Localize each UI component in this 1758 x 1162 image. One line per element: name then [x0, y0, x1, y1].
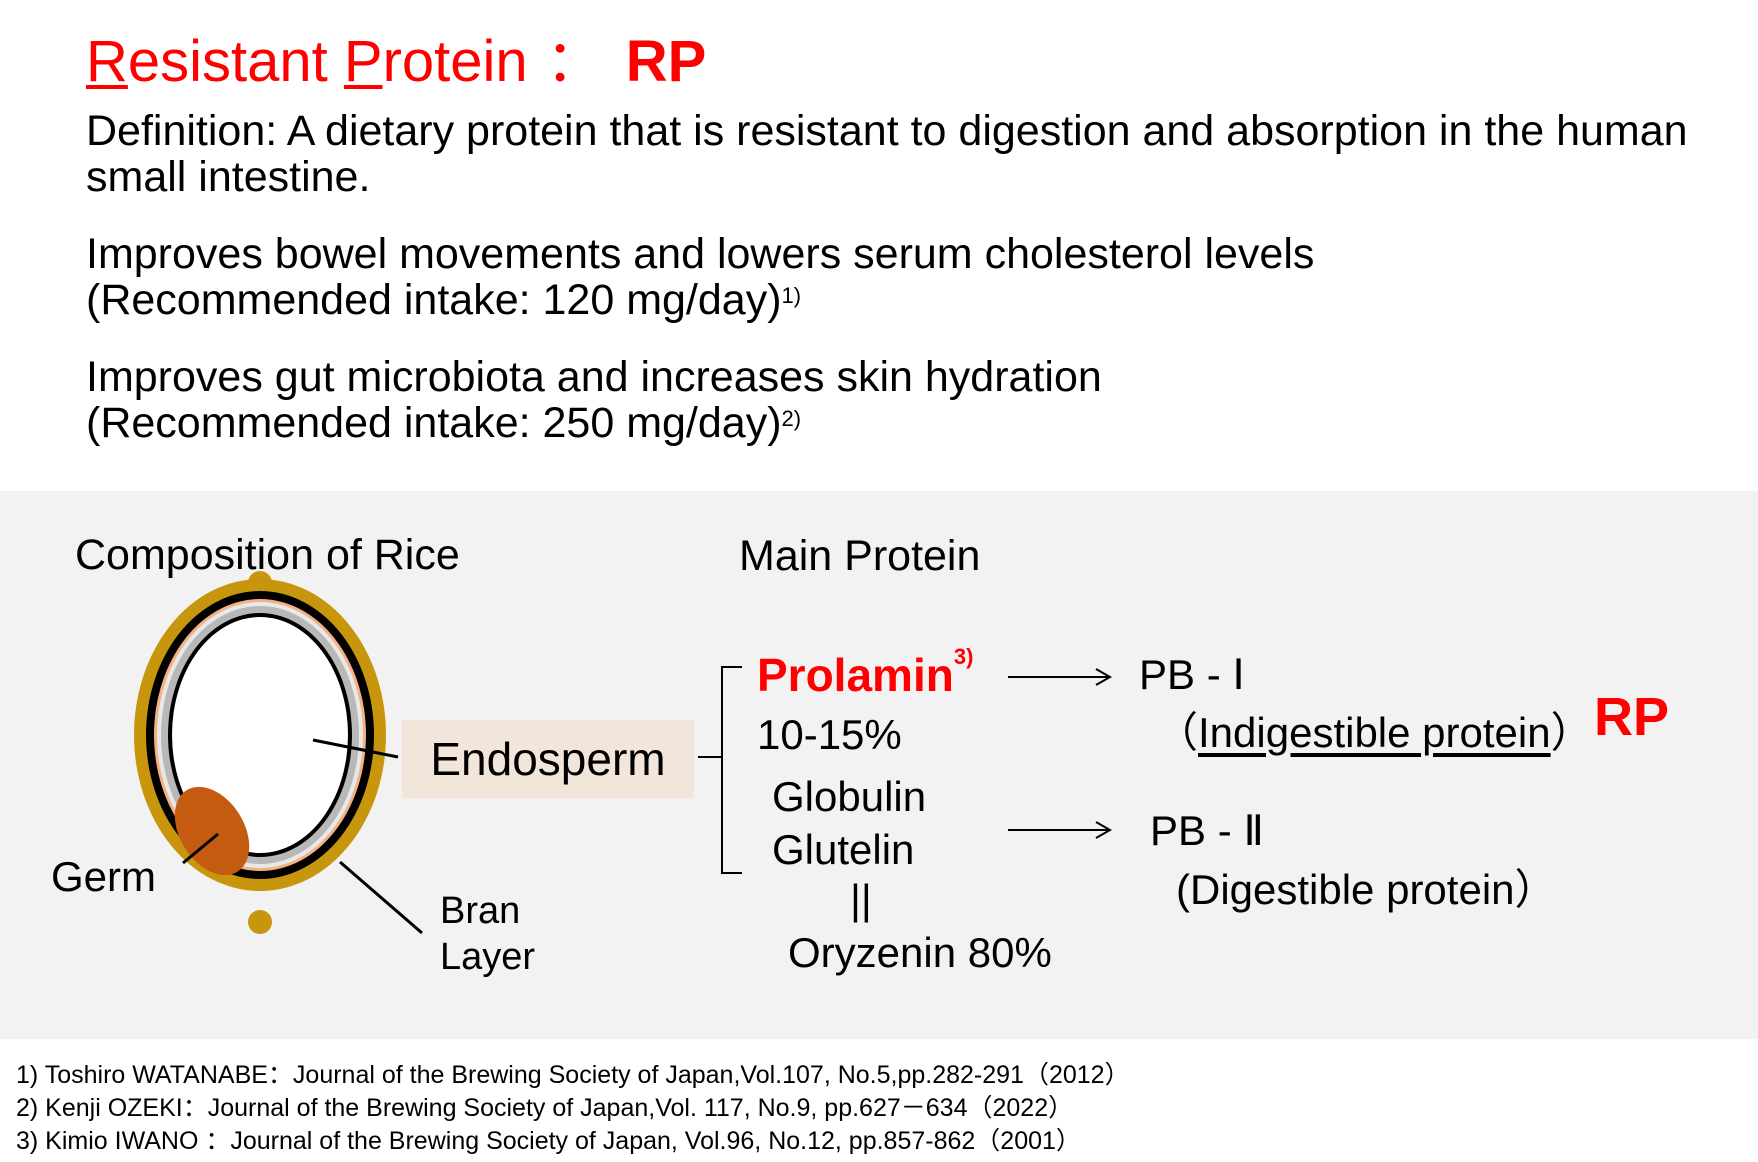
pb1-paren-open: （: [1156, 709, 1199, 756]
definition-line2: small intestine.: [86, 153, 371, 201]
title-abbr: RP: [625, 29, 707, 94]
prolamin-ref: 3): [953, 644, 974, 669]
bran-pointer-line: [339, 860, 423, 935]
husk-tip-bottom: [248, 910, 272, 934]
rice-grain-icon: [134, 571, 386, 934]
effect1-line1: Improves bowel movements and lowers seru…: [86, 230, 1315, 278]
arrow-to-pb1: [1008, 668, 1113, 686]
bran-label-line2: Layer: [440, 936, 536, 978]
title-initial-p: P: [343, 29, 383, 94]
composition-heading: Composition of Rice: [75, 531, 460, 579]
endosperm-pointer-line: [312, 738, 399, 759]
effect2-intake: (Recommended intake: 250 mg/day): [86, 399, 782, 447]
pb1-label: PB - Ⅰ: [1139, 651, 1245, 698]
protein-bracket: [721, 666, 742, 874]
rp-marker: RP: [1594, 687, 1670, 747]
reference-2: 2) Kenji OZEKI：Journal of the Brewing So…: [16, 1094, 1074, 1122]
pb1-desc-text: Indigestible protein: [1198, 709, 1551, 756]
effect2-ref: 2): [781, 406, 802, 431]
definition-line1: Definition: A dietary protein that is re…: [86, 107, 1688, 155]
pb2-label: PB - Ⅱ: [1150, 807, 1265, 854]
pb1-description: （Indigestible protein）: [1156, 699, 1593, 760]
effect2-line2: (Recommended intake: 250 mg/day)2): [86, 400, 801, 446]
prolamin-text: Prolamin: [757, 649, 954, 701]
main-protein-heading: Main Protein: [739, 532, 981, 580]
title-initial-r: R: [86, 29, 128, 94]
pb2-description: (Digestible protein）: [1176, 866, 1557, 913]
bran-label-line1: Bran: [440, 890, 521, 932]
title-word2: rotein: [382, 29, 528, 94]
reference-3: 3) Kimio IWANO ：Journal of the Brewing S…: [16, 1127, 1081, 1155]
endosperm-label: Endosperm: [402, 720, 694, 798]
prolamin-percent: 10-15%: [757, 711, 902, 758]
globulin-label: Globulin: [772, 773, 927, 820]
effect1-intake: (Recommended intake: 120 mg/day): [86, 276, 782, 324]
oryzenin-label: Oryzenin 80%: [788, 929, 1052, 976]
glutelin-label: Glutelin: [772, 826, 915, 873]
germ-label: Germ: [51, 853, 156, 900]
reference-1: 1) Toshiro WATANABE：Journal of the Brewi…: [16, 1061, 1130, 1089]
pb1-paren-close: ）: [1550, 709, 1593, 756]
title-separator: ：: [545, 29, 604, 94]
effect2-line1: Improves gut microbiota and increases sk…: [86, 353, 1102, 401]
arrow-to-pb2: [1008, 821, 1113, 839]
effect1-line2: (Recommended intake: 120 mg/day)1): [86, 277, 801, 323]
page-title: Resistant Protein ： RP: [86, 14, 706, 98]
equals-sign: ||: [850, 876, 872, 923]
effect1-ref: 1): [781, 283, 802, 308]
husk-tip-top: [248, 571, 272, 595]
title-word1: esistant: [127, 29, 344, 94]
germ-pointer-line: [182, 832, 219, 865]
prolamin-label: Prolamin3): [757, 644, 973, 702]
